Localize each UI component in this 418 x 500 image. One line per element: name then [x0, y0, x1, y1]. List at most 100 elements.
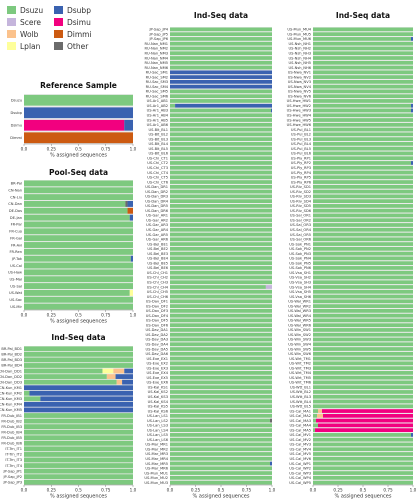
- panel-title: Ind-Seq data: [194, 11, 248, 20]
- y-tick-label: US-Vsa_SH2: [289, 276, 311, 280]
- y-tick-label: US-Riv_SD1: [290, 185, 311, 189]
- y-tick-label: US-Chi_CT6: [147, 180, 168, 184]
- bar-segment-dsubp: [130, 255, 133, 262]
- legend-swatch-dimmi: [54, 30, 63, 38]
- y-tick-label: DE-Jan: [10, 216, 22, 220]
- y-tick-label: US-Nsh_NH6: [288, 66, 311, 70]
- bar-segment-dsuzu: [170, 428, 272, 432]
- y-tick-label: US-Sal_OR2: [290, 218, 311, 222]
- y-tick-label: US-Lan_LS2: [147, 419, 168, 423]
- bar-segment-dsuzu: [24, 228, 133, 235]
- bar-segment-dsuzu: [170, 418, 270, 423]
- bar-segment-dsuzu: [313, 146, 413, 151]
- y-tick-label: US-Wtt_BL3: [290, 395, 311, 399]
- x-tick-label: 0.75: [242, 488, 252, 493]
- y-tick-label: US-Ply_RP1: [291, 156, 311, 160]
- bar-segment-dsuzu: [170, 337, 272, 342]
- bar-segment-dsuzu: [313, 299, 413, 304]
- y-tick-label: US-Wrt_TM4: [289, 371, 311, 375]
- y-tick-label: US-Wtt_BL2: [290, 390, 311, 394]
- y-tick-label: US-Kal_KS2: [148, 390, 168, 394]
- bar-segment-dsuzu: [313, 371, 413, 375]
- bar-segment-dsuzu: [313, 475, 413, 480]
- y-tick-label: FR-Dub_IB1: [1, 414, 22, 418]
- y-tick-label: US-Riv_SD3: [290, 195, 311, 199]
- x-axis-label: % assigned sequences: [50, 153, 107, 159]
- bar-segment-other: [269, 418, 272, 423]
- y-tick-label: US-Dan_DR4: [145, 199, 169, 203]
- y-tick-label: IT-Trn_IT1: [5, 447, 22, 451]
- x-tick-label: 1.0: [130, 147, 137, 152]
- bar-segment-dsuzu: [313, 89, 413, 94]
- y-tick-label: US-Wrt_TM3: [289, 366, 311, 370]
- y-tick-label: JP-Sap_JP1: [2, 469, 22, 473]
- bar-segment-dsuzu: [24, 374, 107, 379]
- y-tick-label: FR-Dub_IB5: [1, 436, 22, 440]
- bar-segment-dsuzu: [24, 452, 133, 457]
- y-tick-label: US-Mai: [9, 277, 22, 281]
- y-tick-label: JP-Sap_JP5: [148, 32, 168, 36]
- bar-segment-dsuzu: [313, 461, 413, 466]
- y-tick-label: US-Cal_MA4: [289, 424, 311, 428]
- bar-segment-dsuzu: [313, 142, 413, 146]
- bar-segment-dsimu: [24, 119, 125, 131]
- y-tick-label: US-Dav_DA3: [145, 338, 168, 342]
- y-tick-label: US-Sok_PN1: [289, 242, 311, 246]
- bar-segment-dsuzu: [24, 446, 133, 452]
- bar-segment-dsuzu: [170, 323, 272, 328]
- y-tick-label: US-Riv_SD5: [290, 204, 311, 208]
- chart-panel-2: Pool-Seq data BR-Pal CN-Nan CN-Liu CN-Dan DE-…: [8, 168, 137, 325]
- y-tick-label: US-Pul_BL2: [291, 133, 311, 137]
- bar-segment-dsuzu: [170, 270, 272, 275]
- bar-segment-dsuzu: [170, 223, 272, 227]
- y-tick-label: US-Mar_MR1: [145, 443, 168, 447]
- y-tick-label: US-Mun_MU6: [287, 37, 311, 41]
- bar-segment-dsuzu: [313, 309, 413, 313]
- y-tick-label: US-Ar1_AB3: [147, 109, 168, 113]
- bar-segment-dsuzu: [313, 304, 413, 308]
- bar-segment-dsuzu: [313, 413, 317, 418]
- bar-segment-dsuzu: [24, 255, 131, 262]
- bar-segment-dsuzu: [170, 41, 272, 46]
- bar-segment-dsuzu: [170, 390, 272, 394]
- y-tick-label: US-Haw: [8, 271, 22, 275]
- bar-segment-dsuzu: [24, 180, 133, 187]
- x-tick-label: 0.5: [75, 313, 82, 318]
- y-tick-label: US-Win_SW1: [288, 328, 311, 332]
- y-tick-label: US-Mun_MU2: [144, 476, 168, 480]
- bar-segment-dsuzu: [313, 213, 413, 218]
- bar-segment-dsuzu: [313, 385, 413, 390]
- bar-segment-dsubp: [129, 214, 133, 221]
- bar-segment-dsubp: [170, 75, 272, 79]
- y-tick-label: US-Nsh_NH2: [288, 47, 311, 51]
- bar-segment-dsuzu: [313, 351, 413, 356]
- x-axis-label: % assigned sequences: [50, 319, 107, 325]
- y-tick-label: CN-Nan: [8, 189, 22, 193]
- bar-segment-dsuzu: [24, 368, 103, 374]
- y-tick-label: FR-Dub_IB2: [1, 419, 22, 423]
- bar-segment-dsuzu: [24, 363, 133, 368]
- bar-segment-dsuzu: [313, 170, 413, 175]
- bar-segment-dsuzu: [170, 256, 272, 261]
- bar-segment-dsuzu: [170, 232, 272, 237]
- y-tick-label: US-Dan_DR3: [145, 195, 168, 199]
- chart-panel-4: Ind-Seq data JP-Sap_JP4JP-Sap_JP5JP-Sap_J…: [144, 11, 275, 500]
- bar-segment-dsuzu: [170, 452, 272, 456]
- y-tick-label: US-Wtt_BL4: [290, 400, 312, 404]
- y-tick-label: US-Ar1_AB5: [147, 118, 168, 122]
- bar-segment-dsuzu: [313, 27, 413, 32]
- bar-segment-dsuzu: [170, 213, 272, 218]
- bar-segment-dsuzu: [313, 323, 413, 328]
- bar-segment-dsuzu: [313, 404, 413, 409]
- bar-segment-dsuzu: [24, 351, 133, 357]
- y-tick-label: US-Mar_MR4: [145, 457, 168, 461]
- x-tick-label: 0.25: [47, 488, 57, 493]
- y-tick-label: CN-Kun_KM3: [0, 397, 22, 401]
- legend-swatch-dsubp: [54, 6, 63, 14]
- bar-segment-dsuzu: [170, 127, 272, 132]
- y-tick-label: Dsimu: [11, 124, 22, 128]
- bar-segment-dsuzu: [313, 423, 318, 428]
- bar-segment-dsuzu: [313, 246, 413, 251]
- y-tick-label: US-Wat: [9, 291, 23, 295]
- y-tick-label: US-Cal_MV2: [289, 438, 311, 442]
